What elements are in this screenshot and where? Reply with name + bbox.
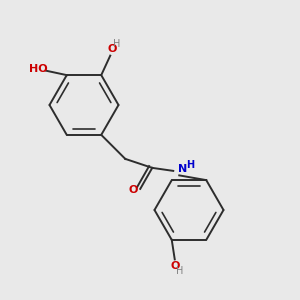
Text: O: O	[107, 44, 116, 54]
Text: O: O	[170, 261, 179, 271]
Text: H: H	[186, 160, 194, 170]
Text: HO: HO	[29, 64, 48, 74]
Text: H: H	[113, 39, 121, 49]
Text: N: N	[178, 164, 187, 174]
Text: H: H	[176, 266, 184, 276]
Text: O: O	[128, 185, 137, 195]
